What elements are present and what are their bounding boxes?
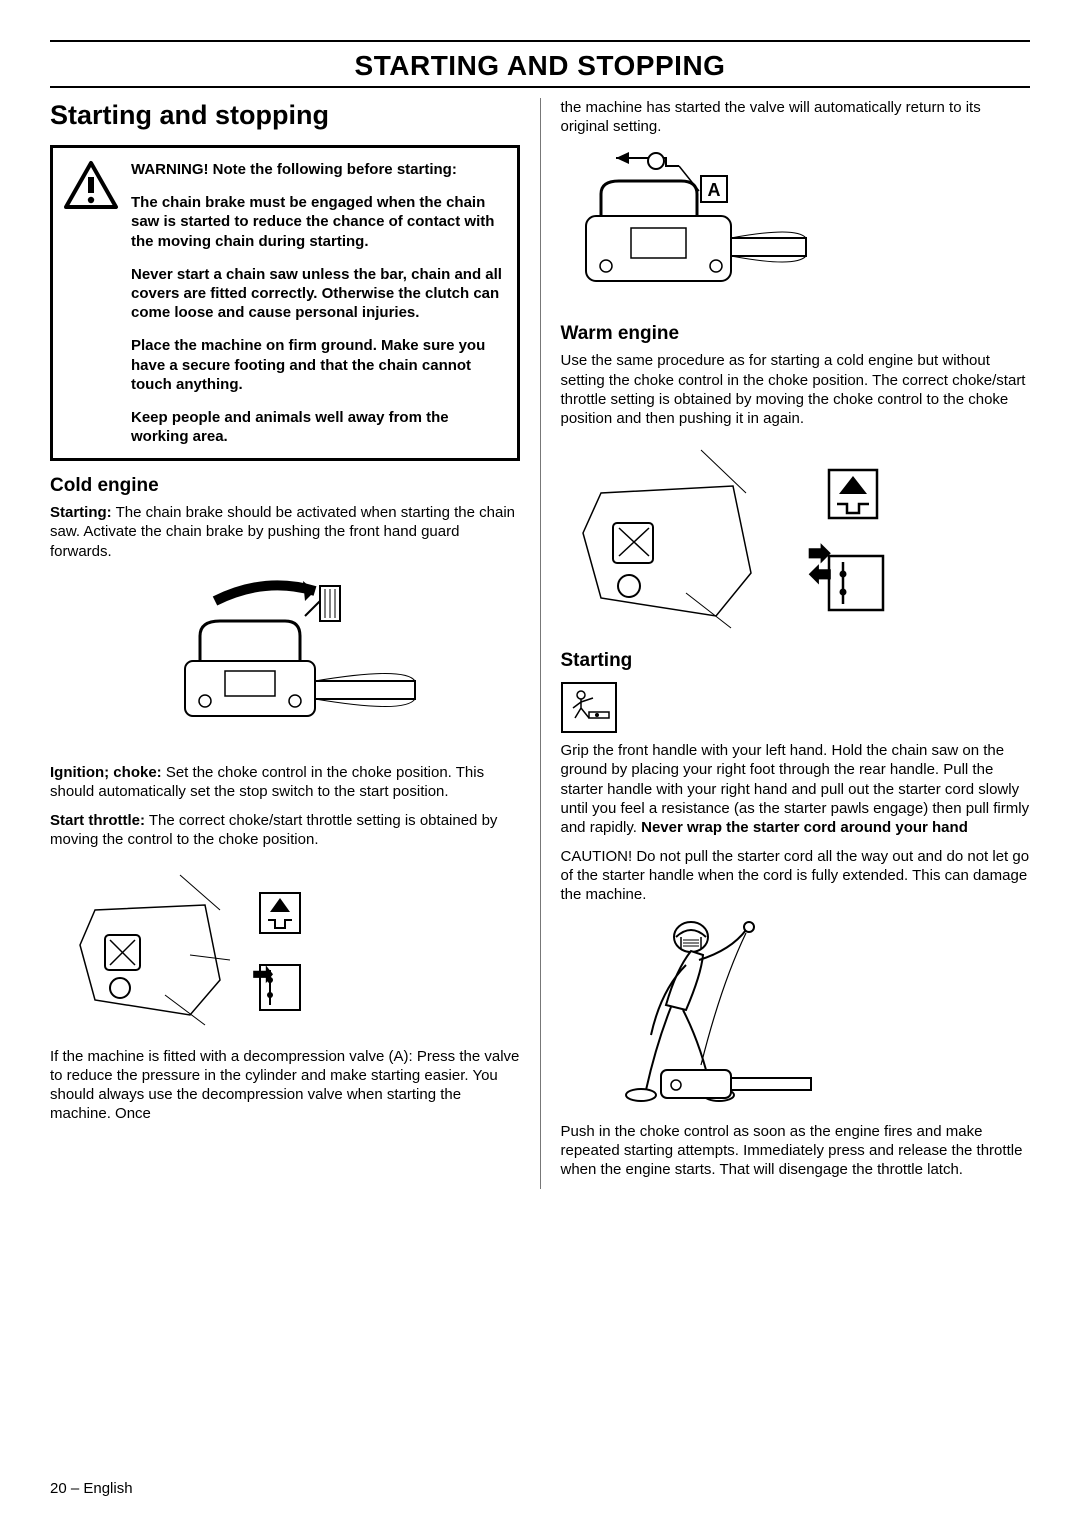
illus-choke — [50, 860, 520, 1035]
decompression-valve-icon: A — [561, 146, 811, 311]
mid-rule — [50, 86, 1030, 88]
warning-p5: Keep people and animals well away from t… — [131, 408, 503, 446]
column-divider — [540, 98, 541, 1189]
starting-p2: CAUTION! Do not pull the starter cord al… — [561, 847, 1031, 905]
chainsaw-brake-icon — [145, 571, 425, 751]
warning-icon-cell — [63, 160, 119, 446]
warm-engine-heading: Warm engine — [561, 323, 1031, 345]
warning-p4: Place the machine on firm ground. Make s… — [131, 336, 503, 394]
warning-box: WARNING! Note the following before start… — [50, 145, 520, 461]
warning-p3: Never start a chain saw unless the bar, … — [131, 265, 503, 323]
page-title: STARTING AND STOPPING — [50, 50, 1030, 82]
cold-engine-heading: Cold engine — [50, 475, 520, 497]
illus-starting-person — [561, 915, 1031, 1110]
top-rule — [50, 40, 1030, 42]
warning-text: WARNING! Note the following before start… — [131, 160, 503, 446]
cold-p2: Ignition; choke: Set the choke control i… — [50, 763, 520, 801]
right-column: the machine has started the valve will a… — [561, 98, 1031, 1189]
cold-p4: If the machine is fitted with a decompre… — [50, 1047, 520, 1124]
cold-p1-rest: The chain brake should be activated when… — [50, 504, 515, 559]
cold-p2-bold: Ignition; choke: — [50, 764, 162, 781]
starting-p3: Push in the choke control as soon as the… — [561, 1122, 1031, 1180]
cold-p3-bold: Start throttle: — [50, 812, 145, 829]
page-footer: 20 – English — [50, 1480, 133, 1497]
warning-p1: WARNING! Note the following before start… — [131, 160, 503, 179]
starting-p1: Grip the front handle with your left han… — [561, 741, 1031, 837]
warning-triangle-icon — [63, 160, 119, 210]
left-column: Starting and stopping WARNING! Note the … — [50, 98, 520, 1189]
label-a-text: A — [707, 180, 720, 200]
warm-p: Use the same procedure as for starting a… — [561, 351, 1031, 428]
starting-posture-icon-box — [561, 682, 617, 733]
cold-p1-bold: Starting: — [50, 504, 112, 521]
right-top-p: the machine has started the valve will a… — [561, 98, 1031, 136]
choke-control-icon — [70, 860, 330, 1035]
warm-choke-icon — [571, 438, 901, 638]
illus-warm-choke — [561, 438, 1031, 638]
cold-p1: Starting: The chain brake should be acti… — [50, 503, 520, 561]
starting-person-icon — [591, 915, 821, 1110]
section-heading: Starting and stopping — [50, 100, 520, 131]
illus-chainsaw-brake — [50, 571, 520, 751]
cold-p3: Start throttle: The correct choke/start … — [50, 811, 520, 849]
starting-heading: Starting — [561, 650, 1031, 672]
starting-p1-bold: Never wrap the starter cord around your … — [641, 819, 968, 836]
content-columns: Starting and stopping WARNING! Note the … — [50, 98, 1030, 1189]
warning-p2: The chain brake must be engaged when the… — [131, 193, 503, 251]
illus-decompression: A — [561, 146, 1031, 311]
starting-posture-small-icon — [567, 688, 611, 722]
